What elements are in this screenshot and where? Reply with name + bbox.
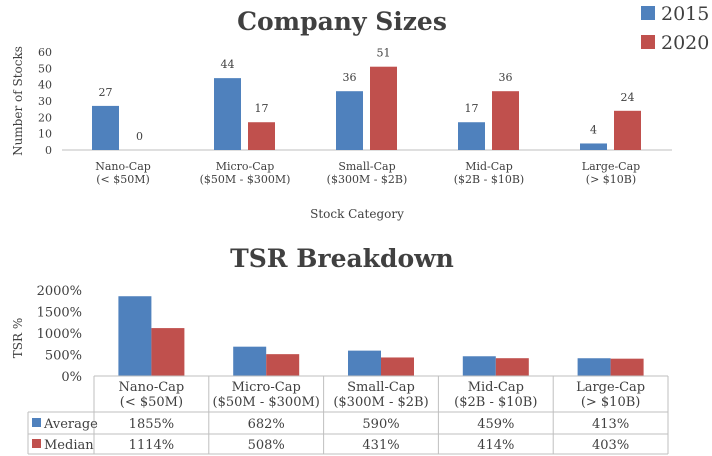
bar (336, 91, 363, 150)
table-cell: 590% (362, 417, 399, 432)
y-tick-label: 1500% (37, 306, 82, 321)
table-cell: 403% (592, 438, 629, 453)
table-cell: 413% (592, 417, 629, 432)
bar (580, 143, 607, 150)
x-tick-label: Micro-Cap (232, 380, 301, 395)
bar (348, 350, 381, 376)
x-tick-label: (> $10B) (586, 173, 636, 186)
data-label: 0 (136, 130, 143, 143)
bar (495, 358, 529, 376)
table-cell: 508% (248, 438, 285, 453)
x-tick-label: ($50M - $300M) (200, 173, 291, 186)
bar (610, 358, 644, 376)
y-tick-label: 50 (38, 62, 52, 75)
bar (266, 354, 300, 376)
x-tick-label: Small-Cap (338, 160, 395, 173)
data-label: 36 (343, 71, 357, 84)
bar (233, 346, 267, 376)
bar (248, 122, 275, 150)
bar (151, 328, 185, 376)
legend-swatch (641, 35, 655, 49)
legend-swatch (641, 6, 655, 20)
bar (458, 122, 485, 150)
y-tick-label: 2000% (37, 284, 82, 299)
y-tick-label: 30 (38, 95, 52, 108)
y-tick-label: 0 (45, 144, 52, 157)
y-axis-title: TSR % (11, 318, 25, 358)
y-tick-label: 500% (45, 349, 82, 364)
x-tick-label: (< $50M) (96, 173, 150, 186)
data-label: 36 (499, 71, 513, 84)
table-cell: 1114% (129, 438, 174, 453)
legend-label: 2020 (661, 32, 709, 54)
chart-title: Company Sizes (237, 7, 447, 36)
bar (614, 110, 641, 150)
x-tick-label: ($2B - $10B) (454, 173, 524, 186)
table-cell: 459% (477, 417, 514, 432)
data-label: 17 (465, 102, 479, 115)
data-label: 24 (621, 91, 635, 104)
bar (92, 105, 119, 150)
table-cell: 431% (362, 438, 399, 453)
x-tick-label: Mid-Cap (468, 380, 524, 395)
bar (370, 66, 397, 150)
legend-key (32, 418, 41, 427)
bar (492, 91, 519, 150)
x-tick-label: ($2B - $10B) (454, 395, 537, 410)
x-tick-label: ($300M - $2B) (333, 395, 428, 410)
data-label: 44 (221, 58, 235, 71)
y-tick-label: 1000% (37, 327, 82, 342)
y-tick-label: 10 (38, 128, 52, 141)
bar (577, 358, 611, 376)
chart-title: TSR Breakdown (230, 244, 454, 273)
bar (118, 296, 152, 376)
x-tick-label: (> $10B) (581, 395, 641, 410)
table-cell: 414% (477, 438, 514, 453)
table-cell: 682% (248, 417, 285, 432)
legend-label: 2015 (661, 3, 709, 25)
x-tick-label: Micro-Cap (216, 160, 275, 173)
x-tick-label: Nano-Cap (119, 380, 185, 395)
data-label: 51 (377, 47, 391, 60)
y-tick-label: 40 (38, 79, 52, 92)
table-row-header: Average (43, 417, 98, 432)
table-cell: 1855% (129, 417, 174, 432)
legend-key (32, 439, 41, 448)
x-tick-label: Small-Cap (347, 380, 415, 395)
y-tick-label: 0% (61, 370, 82, 385)
bar (462, 356, 496, 376)
table-row-header: Median (44, 438, 94, 453)
bar (381, 357, 414, 376)
y-tick-label: 20 (38, 111, 52, 124)
x-tick-label: Mid-Cap (465, 160, 513, 173)
data-label: 27 (99, 86, 113, 99)
data-label: 17 (255, 102, 269, 115)
x-tick-label: Nano-Cap (95, 160, 151, 173)
data-label: 4 (590, 123, 597, 136)
x-tick-label: ($50M - $300M) (213, 395, 320, 410)
y-tick-label: 60 (38, 46, 52, 59)
x-tick-label: Large-Cap (576, 380, 645, 395)
x-axis-title: Stock Category (310, 207, 404, 221)
x-tick-label: (< $50M) (120, 395, 183, 410)
y-axis-title: Number of Stocks (11, 46, 25, 156)
bar (214, 78, 241, 150)
x-tick-label: Large-Cap (582, 160, 640, 173)
x-tick-label: ($300M - $2B) (327, 173, 408, 186)
